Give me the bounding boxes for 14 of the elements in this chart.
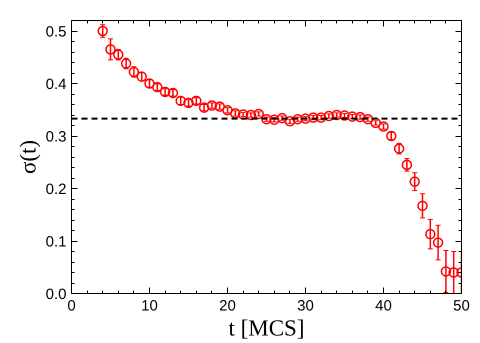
y-tick-label: 0.2 xyxy=(46,181,67,198)
x-tick-label: 40 xyxy=(375,298,392,314)
y-tick-label: 0.5 xyxy=(46,24,67,40)
x-tick-label: 30 xyxy=(297,298,314,314)
y-tick-label: 0.4 xyxy=(46,76,67,93)
x-tick-label: 10 xyxy=(141,298,158,314)
x-tick-label: 20 xyxy=(219,298,236,314)
y-axis-title: σ(t) xyxy=(16,140,41,174)
y-tick-label: 0.1 xyxy=(46,234,67,250)
x-tick-label: 0 xyxy=(67,298,76,314)
x-axis-title: t [MCS] xyxy=(228,316,305,340)
y-tick-label: 0.0 xyxy=(46,286,67,303)
y-tick-label: 0.3 xyxy=(46,128,67,146)
x-tick-label: 50 xyxy=(453,298,470,314)
